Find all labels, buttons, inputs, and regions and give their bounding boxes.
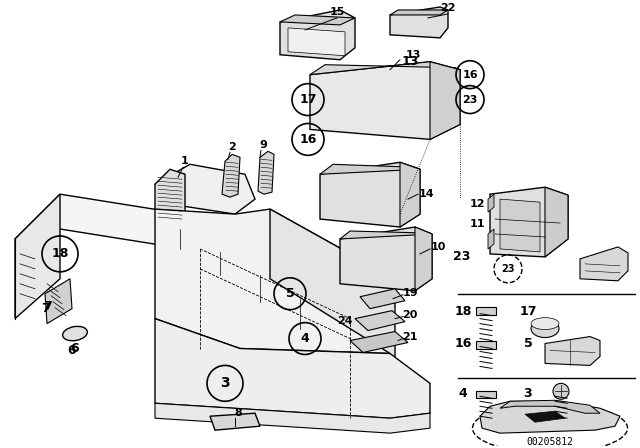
Text: 6: 6 (70, 342, 79, 355)
Text: 3: 3 (220, 376, 230, 390)
Text: 20: 20 (403, 310, 418, 319)
Text: 5: 5 (285, 287, 294, 300)
Text: 21: 21 (403, 332, 418, 341)
Ellipse shape (531, 318, 559, 330)
Text: 24: 24 (337, 316, 353, 326)
Text: 4: 4 (301, 332, 309, 345)
Text: 13: 13 (401, 55, 419, 68)
Text: 13: 13 (405, 50, 420, 60)
Polygon shape (545, 336, 600, 366)
Circle shape (553, 383, 569, 399)
Polygon shape (340, 231, 432, 239)
Polygon shape (480, 401, 620, 433)
Text: 16: 16 (300, 133, 317, 146)
Text: 18: 18 (51, 247, 68, 260)
Polygon shape (500, 400, 600, 413)
Text: 23: 23 (501, 264, 515, 274)
Text: 00205812: 00205812 (527, 437, 573, 447)
Ellipse shape (422, 93, 447, 111)
Polygon shape (155, 164, 255, 214)
Polygon shape (390, 10, 448, 15)
Text: 19: 19 (402, 288, 418, 298)
Polygon shape (488, 229, 494, 249)
Text: 5: 5 (524, 337, 532, 350)
Text: 8: 8 (234, 408, 242, 418)
Polygon shape (476, 340, 496, 349)
Text: 12: 12 (469, 199, 484, 209)
Text: 9: 9 (259, 140, 267, 151)
Text: 7: 7 (40, 302, 49, 315)
Polygon shape (270, 209, 395, 368)
Polygon shape (320, 162, 420, 227)
Text: 4: 4 (459, 387, 467, 400)
Polygon shape (222, 154, 240, 197)
Text: 3: 3 (524, 387, 532, 400)
Ellipse shape (63, 326, 88, 341)
Text: 11: 11 (469, 219, 484, 229)
Text: 15: 15 (330, 7, 345, 17)
Text: 17: 17 (300, 93, 317, 106)
Text: 16: 16 (462, 70, 478, 80)
Polygon shape (310, 62, 460, 139)
Polygon shape (390, 7, 448, 38)
Text: 23: 23 (453, 250, 470, 263)
Text: 18: 18 (454, 305, 472, 318)
Text: 7: 7 (44, 300, 52, 313)
Polygon shape (320, 164, 420, 174)
Polygon shape (580, 247, 628, 281)
Ellipse shape (341, 89, 379, 111)
Polygon shape (210, 413, 260, 430)
Ellipse shape (531, 319, 559, 337)
Text: 22: 22 (440, 3, 456, 13)
Polygon shape (155, 403, 430, 433)
Polygon shape (350, 332, 408, 353)
Text: 16: 16 (454, 337, 472, 350)
Polygon shape (310, 62, 460, 75)
Polygon shape (525, 411, 565, 422)
Polygon shape (476, 307, 496, 314)
Polygon shape (280, 15, 355, 25)
Polygon shape (288, 28, 345, 56)
Polygon shape (360, 289, 405, 309)
Text: 23: 23 (462, 95, 477, 104)
Text: 10: 10 (430, 242, 445, 252)
Polygon shape (488, 194, 494, 212)
Text: 14: 14 (419, 189, 435, 199)
Polygon shape (430, 62, 460, 139)
Polygon shape (415, 227, 432, 291)
Text: 1: 1 (181, 156, 189, 166)
Polygon shape (355, 310, 405, 331)
Polygon shape (280, 10, 355, 60)
Polygon shape (155, 169, 185, 224)
Polygon shape (400, 162, 420, 227)
Polygon shape (15, 194, 60, 319)
Text: 2: 2 (228, 142, 236, 152)
Text: 17: 17 (519, 305, 537, 318)
Text: 6: 6 (68, 344, 76, 357)
Polygon shape (500, 199, 540, 252)
Polygon shape (15, 194, 210, 249)
Polygon shape (45, 279, 72, 323)
Polygon shape (155, 319, 430, 418)
Polygon shape (490, 187, 568, 257)
Polygon shape (476, 391, 496, 398)
Polygon shape (258, 151, 274, 194)
Polygon shape (155, 209, 395, 353)
Polygon shape (545, 187, 568, 257)
Polygon shape (340, 227, 432, 291)
